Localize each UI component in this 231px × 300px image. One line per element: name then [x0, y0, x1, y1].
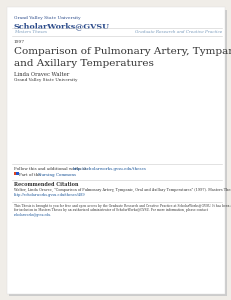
Text: Masters Theses: Masters Theses: [14, 30, 47, 34]
Text: Recommended Citation: Recommended Citation: [14, 182, 79, 187]
Text: Part of the: Part of the: [19, 173, 42, 177]
Text: for inclusion in Masters Theses by an authorized administrator of ScholarWorks@G: for inclusion in Masters Theses by an au…: [14, 208, 208, 212]
Text: http://scholarworks.gvsu.edu/theses: http://scholarworks.gvsu.edu/theses: [73, 167, 146, 171]
Text: Linda Oravec Walter: Linda Oravec Walter: [14, 72, 69, 77]
Text: Nursing Commons: Nursing Commons: [38, 173, 76, 177]
FancyBboxPatch shape: [9, 10, 227, 296]
Text: and Axillary Temperatures: and Axillary Temperatures: [14, 59, 154, 68]
Text: ScholarWorks@GVSU: ScholarWorks@GVSU: [14, 22, 110, 30]
FancyBboxPatch shape: [7, 7, 225, 294]
Text: Grand Valley State University: Grand Valley State University: [14, 78, 77, 82]
Text: Comparison of Pulmonary Artery, Tympanic, Oral,: Comparison of Pulmonary Artery, Tympanic…: [14, 47, 231, 56]
Text: Walter, Linda Oravec, "Comparison of Pulmonary Artery, Tympanic, Oral and Axilla: Walter, Linda Oravec, "Comparison of Pul…: [14, 188, 231, 192]
Text: Graduate Research and Creative Practice: Graduate Research and Creative Practice: [135, 30, 222, 34]
FancyBboxPatch shape: [14, 172, 18, 175]
Text: http://scholarworks.gvsu.edu/theses/489: http://scholarworks.gvsu.edu/theses/489: [14, 193, 86, 197]
Text: 1997: 1997: [14, 40, 25, 44]
Text: Follow this and additional works at:: Follow this and additional works at:: [14, 167, 89, 171]
Text: scholarworks@gvsu.edu.: scholarworks@gvsu.edu.: [14, 213, 52, 217]
FancyBboxPatch shape: [16, 172, 18, 175]
Text: This Thesis is brought to you for free and open access by the Graduate Research : This Thesis is brought to you for free a…: [14, 204, 231, 208]
Text: Grand Valley State University: Grand Valley State University: [14, 16, 81, 20]
